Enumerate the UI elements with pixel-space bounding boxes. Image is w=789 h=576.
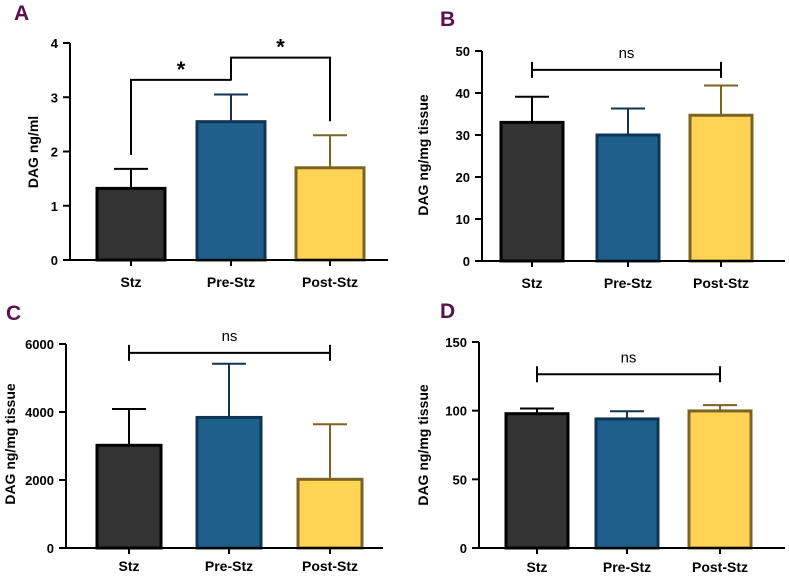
panel-b-bar-pre-stz bbox=[595, 133, 661, 263]
panel-c-bar-pre-stz bbox=[195, 415, 263, 550]
panel-a: A DAG ng/ml Stz Pre-Stz Post-Stz 0 1 2 3 4 * * bbox=[14, 2, 388, 290]
panel-d-bar-post-stz bbox=[687, 409, 753, 550]
panel-a-x-tick-label-pre-stz: Pre-Stz bbox=[207, 274, 255, 290]
panel-b-y-tick-label: 30 bbox=[456, 128, 470, 143]
panel-a-significance-label-2: * bbox=[276, 35, 285, 60]
panel-b-y-tick-label: 40 bbox=[456, 86, 470, 101]
panel-c-significance-label-1: ns bbox=[222, 328, 238, 345]
panel-c-x-tick-label-stz: Stz bbox=[119, 558, 140, 574]
panel-c-y-tick-label: 2000 bbox=[25, 473, 54, 488]
panel-b-significance-bracket-1 bbox=[531, 61, 722, 78]
panel-b-y-tick-label: 50 bbox=[456, 44, 470, 59]
panel-b-significance-label-1: ns bbox=[619, 45, 635, 62]
panel-a-x-tick-label-post-stz: Post-Stz bbox=[302, 274, 358, 290]
panel-c-bar-post-stz bbox=[296, 477, 364, 550]
panel-a-significance-label-1: * bbox=[177, 57, 186, 82]
panel-c-significance-bracket-1 bbox=[128, 344, 331, 361]
panel-d-y-tick-label: 0 bbox=[460, 541, 467, 556]
panel-d-bar-pre-stz bbox=[594, 417, 660, 550]
panel-a-y-tick-label: 2 bbox=[51, 145, 58, 160]
panel-a-y-axis-label: DAG ng/ml bbox=[25, 116, 41, 188]
panel-b-x-tick-label-stz: Stz bbox=[522, 275, 543, 291]
panel-c-letter: C bbox=[6, 302, 21, 325]
panel-a-x-tick-label-stz: Stz bbox=[121, 274, 142, 290]
panel-d-y-tick-label: 100 bbox=[445, 404, 467, 419]
panel-d: D DAG ng/mg tissue Stz Pre-Stz Post-Stz 0 50… bbox=[415, 300, 785, 575]
panel-d-x-tick-label-post-stz: Post-Stz bbox=[692, 559, 748, 575]
panel-d-bar-stz bbox=[504, 412, 570, 550]
panel-a-y-tick-label: 3 bbox=[51, 90, 58, 105]
panel-b-y-tick-label: 20 bbox=[456, 170, 470, 185]
panel-b-y-axis-label: DAG ng/mg tissue bbox=[415, 94, 431, 216]
panel-d-x-tick-label-stz: Stz bbox=[527, 559, 548, 575]
panel-a-letter: A bbox=[14, 2, 29, 25]
panel-b-bar-post-stz bbox=[688, 113, 754, 263]
panel-a-y-tick-label: 1 bbox=[51, 199, 58, 214]
panel-c: C DAG ng/mg tissue Stz Pre-Stz Post-Stz 0 20… bbox=[2, 302, 383, 574]
panel-d-y-axis-label: DAG ng/mg tissue bbox=[415, 384, 431, 506]
panel-c-y-tick-label: 0 bbox=[47, 541, 54, 556]
panel-c-y-tick-label: 4000 bbox=[25, 405, 54, 420]
panel-a-significance-bracket-2 bbox=[230, 56, 331, 122]
panel-b-letter: B bbox=[440, 8, 455, 31]
panel-b-x-tick-label-post-stz: Post-Stz bbox=[693, 275, 749, 291]
panel-b-y-tick-label: 0 bbox=[463, 254, 470, 269]
panel-b-bar-stz bbox=[499, 120, 565, 263]
panel-d-x-tick-label-pre-stz: Pre-Stz bbox=[603, 559, 651, 575]
panel-a-y-tick-label: 4 bbox=[51, 36, 59, 51]
panel-d-letter: D bbox=[440, 300, 455, 323]
panel-d-y-tick-label: 50 bbox=[453, 472, 467, 487]
panel-a-bar-pre-stz bbox=[195, 120, 267, 262]
panel-d-y-tick-label: 150 bbox=[445, 335, 467, 350]
panel-c-y-axis-label: DAG ng/mg tissue bbox=[2, 383, 18, 505]
panel-c-y-tick-label: 6000 bbox=[25, 337, 54, 352]
panel-b-y-tick-label: 10 bbox=[456, 212, 470, 227]
panel-c-x-tick-label-post-stz: Post-Stz bbox=[302, 558, 358, 574]
panel-a-bar-post-stz bbox=[294, 166, 366, 262]
panel-a-y-tick-label: 0 bbox=[51, 253, 58, 268]
panel-b-x-tick-label-pre-stz: Pre-Stz bbox=[604, 275, 652, 291]
panel-b: B DAG ng/mg tissue Stz Pre-Stz Post-Stz 0 10… bbox=[415, 8, 785, 291]
panel-c-x-tick-label-pre-stz: Pre-Stz bbox=[205, 558, 253, 574]
panel-d-significance-label-1: ns bbox=[621, 349, 637, 366]
panel-c-bar-stz bbox=[95, 443, 163, 550]
panel-a-bar-stz bbox=[95, 186, 167, 262]
panel-d-significance-bracket-1 bbox=[536, 366, 721, 383]
